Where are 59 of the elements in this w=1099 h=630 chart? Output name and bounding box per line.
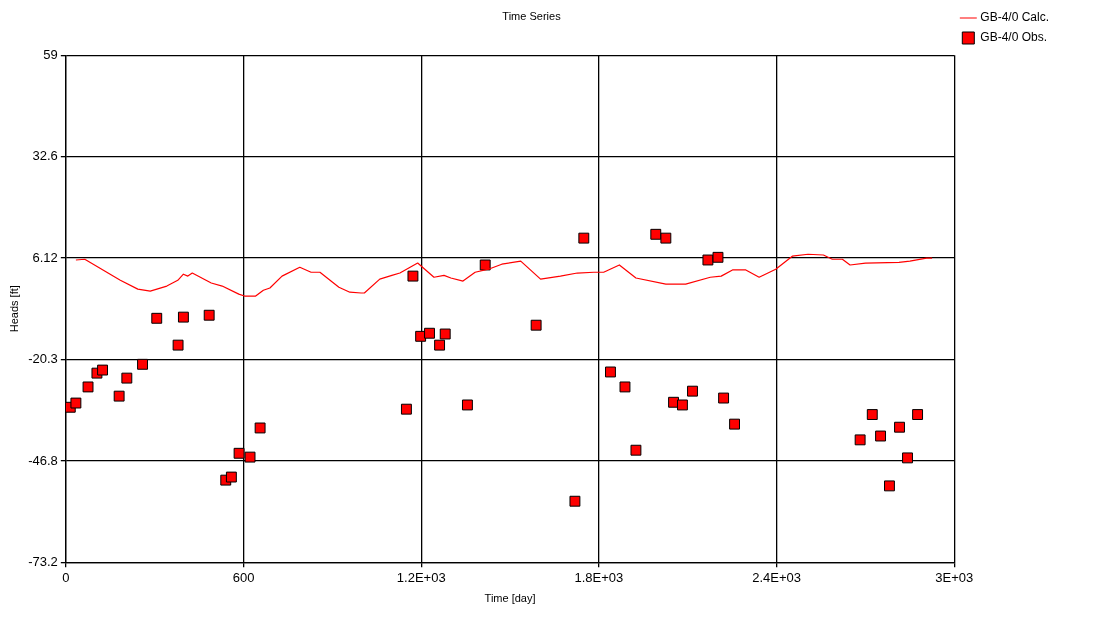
point: [712, 251, 724, 263]
point: [729, 418, 741, 430]
point: [137, 358, 148, 370]
point: [244, 451, 256, 463]
x-tick-label: 0: [62, 569, 70, 585]
point: [676, 399, 688, 411]
point: [630, 444, 642, 456]
point: [912, 409, 924, 420]
point: [97, 364, 108, 376]
point: [82, 381, 94, 393]
legend-label: GB-4/0 Calc.: [980, 10, 1050, 25]
point: [718, 392, 730, 404]
point: [254, 422, 266, 434]
point: [172, 339, 184, 351]
legend-label: GB-4/0 Obs.: [980, 30, 1048, 45]
point: [177, 311, 189, 323]
point: [461, 399, 473, 411]
point: [854, 434, 866, 446]
point: [434, 339, 446, 351]
point: [225, 471, 237, 483]
point: [203, 309, 215, 321]
point: [578, 232, 590, 244]
x-axis-title: Time [day]: [484, 592, 536, 605]
chart-title: Time Series: [502, 9, 562, 22]
point: [902, 452, 913, 464]
point: [660, 232, 672, 244]
point: [884, 480, 895, 492]
point: [233, 447, 245, 459]
point: [619, 381, 631, 393]
x-tick-label: 1.2E+03: [396, 569, 446, 585]
point: [424, 327, 435, 339]
x-tick-label: 2.4E+03: [752, 569, 802, 585]
point: [113, 390, 125, 402]
y-tick-label: 32.6: [32, 148, 58, 164]
x-tick-label: 1.8E+03: [574, 569, 624, 585]
point: [875, 430, 887, 442]
point: [151, 312, 163, 324]
point: [407, 270, 419, 282]
point: [894, 421, 905, 433]
point: [605, 366, 616, 378]
point: [479, 259, 491, 271]
x-tick-label: 3E+03: [935, 569, 974, 585]
y-tick-label: 59: [43, 46, 58, 62]
point: [70, 397, 82, 409]
point: [702, 254, 714, 266]
point: [569, 495, 581, 507]
y-axis-title: Heads [ft]: [7, 285, 20, 333]
y-tick-label: -46.8: [28, 452, 58, 468]
x-tick-label: 600: [232, 569, 255, 585]
y-tick-label: -20.3: [28, 350, 58, 366]
y-tick-label: 6.12: [32, 249, 58, 265]
point: [866, 409, 878, 420]
point: [439, 328, 451, 340]
point: [530, 319, 542, 331]
point: [650, 228, 662, 240]
point: [121, 372, 133, 384]
y-tick-label: -73.2: [28, 553, 58, 569]
point: [400, 403, 412, 415]
point: [687, 385, 698, 397]
